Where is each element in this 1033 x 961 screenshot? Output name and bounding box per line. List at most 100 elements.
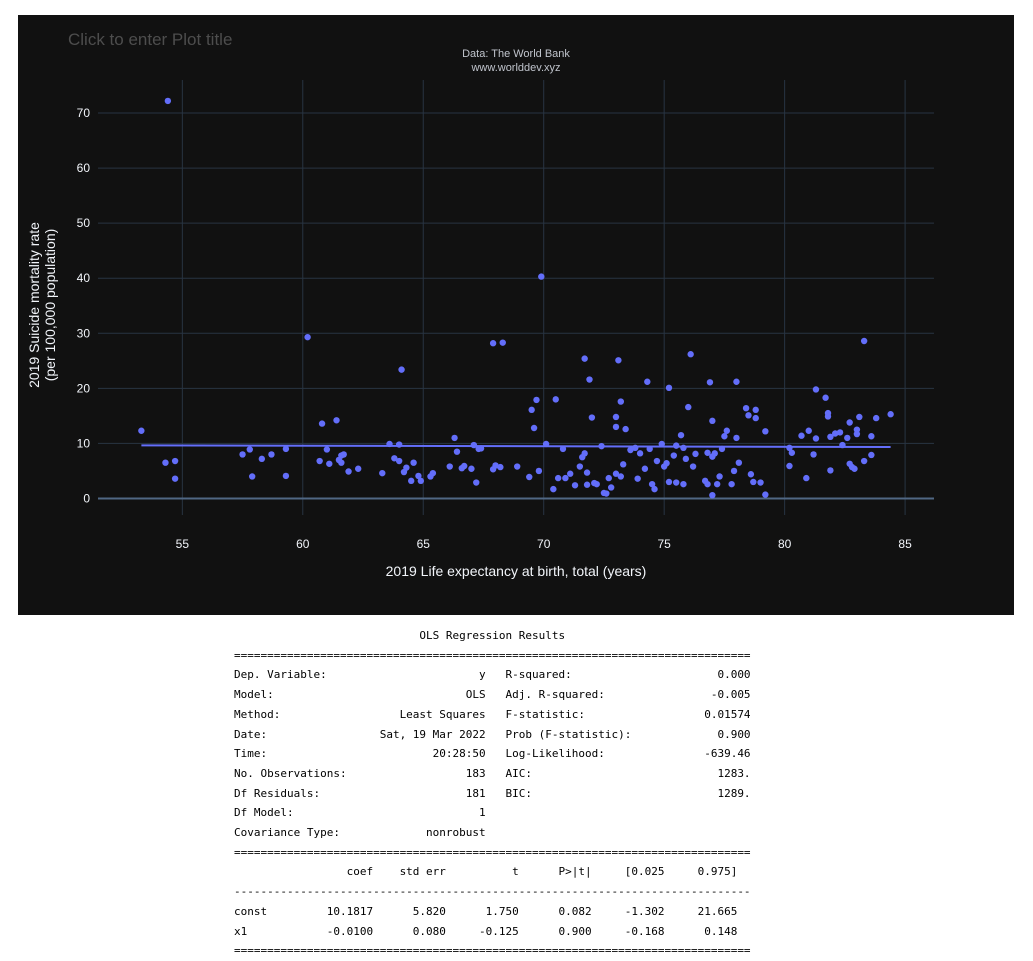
data-point[interactable] [887,411,894,418]
data-point[interactable] [709,417,716,425]
data-point[interactable] [620,461,627,468]
data-point[interactable] [665,478,673,486]
data-point[interactable] [742,404,750,412]
data-point[interactable] [752,414,759,422]
data-point[interactable] [268,451,275,458]
data-point[interactable] [386,440,393,448]
data-point[interactable] [665,384,673,392]
data-point[interactable] [706,379,714,386]
data-point[interactable] [827,433,834,441]
data-point[interactable] [689,463,697,470]
data-point[interactable] [583,469,591,476]
data-point[interactable] [403,464,410,471]
data-point[interactable] [634,475,641,482]
data-point[interactable] [832,430,839,437]
data-point[interactable] [632,444,639,452]
data-point[interactable] [473,479,480,486]
data-point[interactable] [718,445,726,453]
data-point[interactable] [535,467,543,475]
data-point[interactable] [530,424,538,432]
data-point[interactable] [648,480,656,488]
data-point[interactable] [415,472,422,480]
data-point[interactable] [598,442,605,450]
data-point[interactable] [612,470,620,477]
data-point[interactable] [747,471,755,478]
data-point[interactable] [326,460,333,467]
data-point[interactable] [391,455,398,462]
data-point[interactable] [171,475,179,482]
data-point[interactable] [533,396,540,404]
data-point[interactable] [171,457,179,465]
data-point[interactable] [798,432,805,439]
data-point[interactable] [735,459,743,466]
data-point[interactable] [248,473,256,480]
data-point[interactable] [615,357,622,364]
data-point[interactable] [757,479,764,486]
data-point[interactable] [538,273,545,280]
data-point[interactable] [716,473,723,480]
plot-title-placeholder[interactable]: Click to enter Plot title [68,30,232,49]
data-point[interactable] [680,480,687,488]
data-point[interactable] [812,386,820,393]
data-point[interactable] [752,406,759,414]
data-point[interactable] [687,351,694,358]
data-point[interactable] [711,450,718,457]
data-point[interactable] [856,413,863,421]
data-point[interactable] [682,455,690,463]
data-point[interactable] [617,398,625,405]
data-point[interactable] [453,448,461,455]
data-point[interactable] [803,474,810,482]
data-point[interactable] [461,462,468,470]
data-point[interactable] [588,414,596,421]
data-point[interactable] [788,449,796,456]
data-point[interactable] [646,445,653,453]
data-point[interactable] [282,472,290,480]
data-point[interactable] [805,427,812,434]
data-point[interactable] [653,457,661,465]
data-point[interactable] [468,465,475,472]
data-point[interactable] [868,433,875,440]
data-point[interactable] [451,434,458,442]
data-point[interactable] [338,459,345,466]
data-point[interactable] [868,451,875,459]
data-point[interactable] [844,434,851,442]
data-point[interactable] [641,465,649,472]
data-point[interactable] [730,467,738,475]
data-point[interactable] [673,442,680,449]
data-point[interactable] [164,97,172,105]
data-point[interactable] [713,480,721,488]
data-point[interactable] [528,406,535,414]
data-point[interactable] [836,429,844,436]
data-point[interactable] [246,446,253,453]
data-point[interactable] [812,435,820,442]
data-point[interactable] [824,413,832,420]
data-point[interactable] [872,414,880,422]
data-point[interactable] [839,441,846,449]
data-point[interactable] [514,463,521,470]
data-point[interactable] [333,417,340,424]
data-point[interactable] [612,423,620,431]
data-point[interactable] [499,339,506,346]
data-point[interactable] [750,478,757,486]
data-point[interactable] [673,479,680,486]
data-point[interactable] [851,465,858,472]
data-point[interactable] [603,490,610,497]
data-point[interactable] [860,457,868,465]
data-point[interactable] [395,457,403,465]
data-point[interactable] [552,396,559,403]
data-point[interactable] [571,482,579,489]
data-point[interactable] [492,462,499,469]
data-point[interactable] [733,434,740,442]
data-point[interactable] [822,394,829,401]
data-point[interactable] [398,366,405,373]
data-point[interactable] [304,333,311,341]
data-point[interactable] [562,474,569,482]
data-point[interactable] [340,451,347,458]
data-point[interactable] [721,433,728,440]
data-point[interactable] [670,452,678,459]
data-point[interactable] [554,474,562,482]
data-point[interactable] [762,428,769,435]
data-point[interactable] [685,403,692,411]
data-point[interactable] [138,427,145,434]
data-point[interactable] [162,459,169,466]
